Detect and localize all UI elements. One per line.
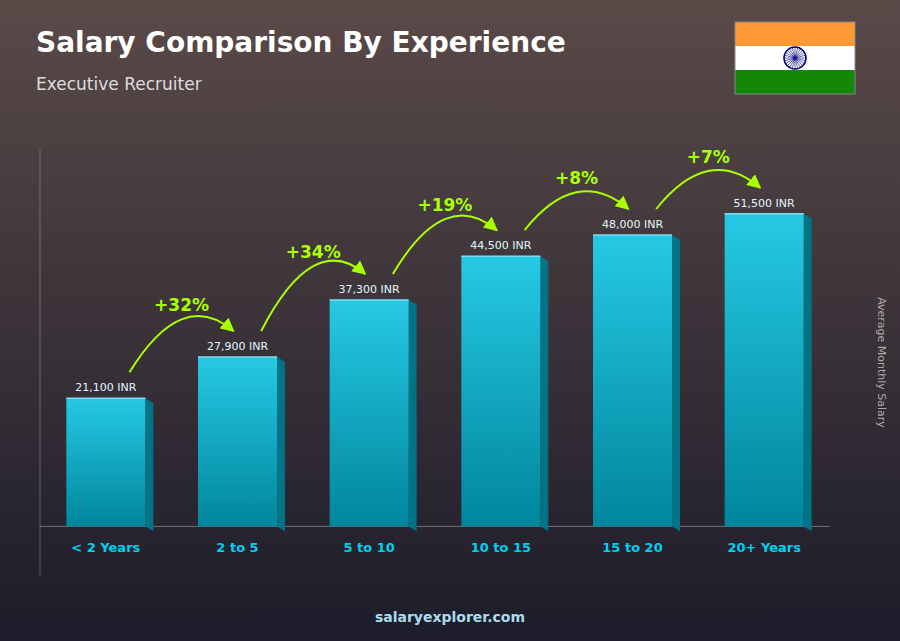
y-axis-line	[40, 150, 41, 575]
bar	[66, 398, 145, 526]
flag-spoke	[795, 58, 798, 69]
bar-highlight	[593, 234, 672, 236]
x-tick-label: 10 to 15	[471, 540, 531, 555]
bar-highlight	[725, 213, 804, 215]
bar-side	[672, 235, 680, 531]
bar-highlight	[198, 356, 277, 358]
annotation-arrow	[525, 191, 629, 230]
bars	[66, 214, 811, 531]
flag-spoke	[792, 47, 795, 58]
bar-side	[145, 398, 153, 531]
flag-spoke	[795, 55, 806, 58]
data-label: 51,500 INR	[734, 197, 795, 210]
annotation-arrow	[656, 170, 760, 209]
x-tick-label: < 2 Years	[71, 540, 140, 555]
flag-stripe	[735, 70, 855, 94]
bar-side	[277, 357, 285, 531]
flag-stripe	[735, 46, 855, 70]
data-label: 48,000 INR	[602, 218, 663, 231]
bar	[330, 300, 409, 526]
x-tick-label: 20+ Years	[727, 540, 801, 555]
bar	[725, 214, 804, 527]
bar-side	[540, 256, 548, 531]
annotation-arrow	[261, 261, 365, 331]
x-tick-label: 5 to 10	[343, 540, 394, 555]
annotation: +34%	[286, 242, 341, 262]
bar	[198, 357, 277, 526]
flag-spoke	[795, 53, 805, 59]
flag-spoke	[785, 58, 795, 64]
data-label: 37,300 INR	[339, 283, 400, 296]
flag-spoke	[795, 58, 801, 68]
data-label: 27,900 INR	[207, 340, 268, 353]
flag-stripe	[735, 22, 855, 46]
bar-highlight	[66, 398, 145, 400]
baseline	[40, 526, 830, 527]
data-label: 21,100 INR	[75, 381, 136, 394]
x-tick-label: 2 to 5	[216, 540, 258, 555]
flag	[735, 22, 855, 94]
annotation: +32%	[154, 295, 209, 315]
flag-spoke	[784, 58, 795, 61]
background	[0, 0, 900, 641]
flag-spoke	[790, 48, 796, 58]
bar	[593, 235, 672, 526]
annotation-arrow	[130, 316, 234, 372]
bar-highlight	[461, 256, 540, 258]
bar	[461, 256, 540, 526]
bar-highlight	[330, 299, 409, 301]
y-axis-label: Average Monthly Salary	[875, 297, 888, 428]
flag-border	[735, 22, 855, 94]
watermark: salaryexplorer.com	[375, 609, 525, 625]
data-label: 44,500 INR	[470, 239, 531, 252]
bar-side	[409, 300, 417, 531]
bar-side	[804, 214, 812, 531]
annotation: +8%	[555, 168, 598, 188]
annotation: +19%	[417, 195, 472, 215]
subtitle: Executive Recruiter	[36, 74, 202, 94]
x-tick-label: 15 to 20	[602, 540, 662, 555]
title: Salary Comparison By Experience	[36, 26, 566, 59]
flag-chakra	[784, 47, 806, 69]
annotation: +7%	[687, 147, 730, 167]
chart: Salary Comparison By Experience Executive…	[0, 0, 900, 641]
annotation-arrow	[393, 216, 497, 274]
